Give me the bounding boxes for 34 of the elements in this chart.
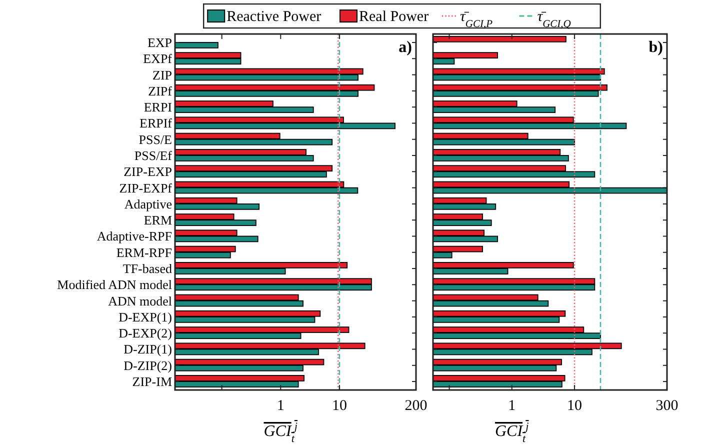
y-tick-label: ZIP-IM bbox=[132, 374, 172, 390]
x-tick-label: 1 bbox=[508, 398, 516, 414]
x-tick-label: 10 bbox=[567, 398, 582, 414]
y-tick-label: ADN model bbox=[108, 293, 172, 308]
y-tick-label: ERM-RPF bbox=[116, 244, 172, 260]
x-tick-label: 1 bbox=[276, 398, 284, 414]
y-tick-label: D-ZIP(1) bbox=[124, 342, 172, 357]
y-tick-label: ZIP-EXPf bbox=[119, 180, 173, 196]
legend-label: Reactive Power bbox=[226, 9, 322, 25]
y-tick-label: Modified ADN model bbox=[57, 277, 172, 292]
y-tick-label: ZIPf bbox=[148, 83, 173, 98]
y-tick-label: EXP bbox=[147, 34, 172, 50]
x-tick-label: 10 bbox=[332, 398, 347, 414]
y-tick-label: ERPI bbox=[144, 100, 172, 115]
y-tick-label: Adaptive bbox=[124, 196, 172, 212]
x-tick-label: 200 bbox=[404, 398, 428, 414]
x-tick-label: 300 bbox=[656, 398, 678, 414]
y-tick-label: D-EXP(2) bbox=[118, 326, 172, 341]
annotation: a) bbox=[398, 39, 412, 56]
annotation: b) bbox=[648, 39, 663, 56]
y-tick-label: D-ZIP(2) bbox=[124, 358, 172, 373]
legend-label: τ̄$_{GCI,Q}$ bbox=[537, 9, 572, 30]
y-tick-label: TF-based bbox=[122, 261, 172, 276]
y-tick-label: ERM bbox=[144, 212, 172, 228]
legend-label: Real Power bbox=[359, 9, 429, 25]
y-tick-label: EXPf bbox=[143, 51, 173, 66]
y-tick-label: PSS/E bbox=[138, 132, 172, 147]
y-tick-label: ZIP-EXP bbox=[124, 164, 172, 180]
y-tick-label: ERPIf bbox=[140, 116, 173, 131]
legend-label: τ̄$_{GCI,P}$ bbox=[460, 9, 494, 30]
y-tick-label: D-EXP(1) bbox=[118, 309, 172, 324]
y-tick-label: PSS/Ef bbox=[134, 148, 173, 163]
y-tick-label: ZIP bbox=[152, 67, 172, 82]
y-tick-label: Adaptive-RPF bbox=[96, 228, 172, 244]
